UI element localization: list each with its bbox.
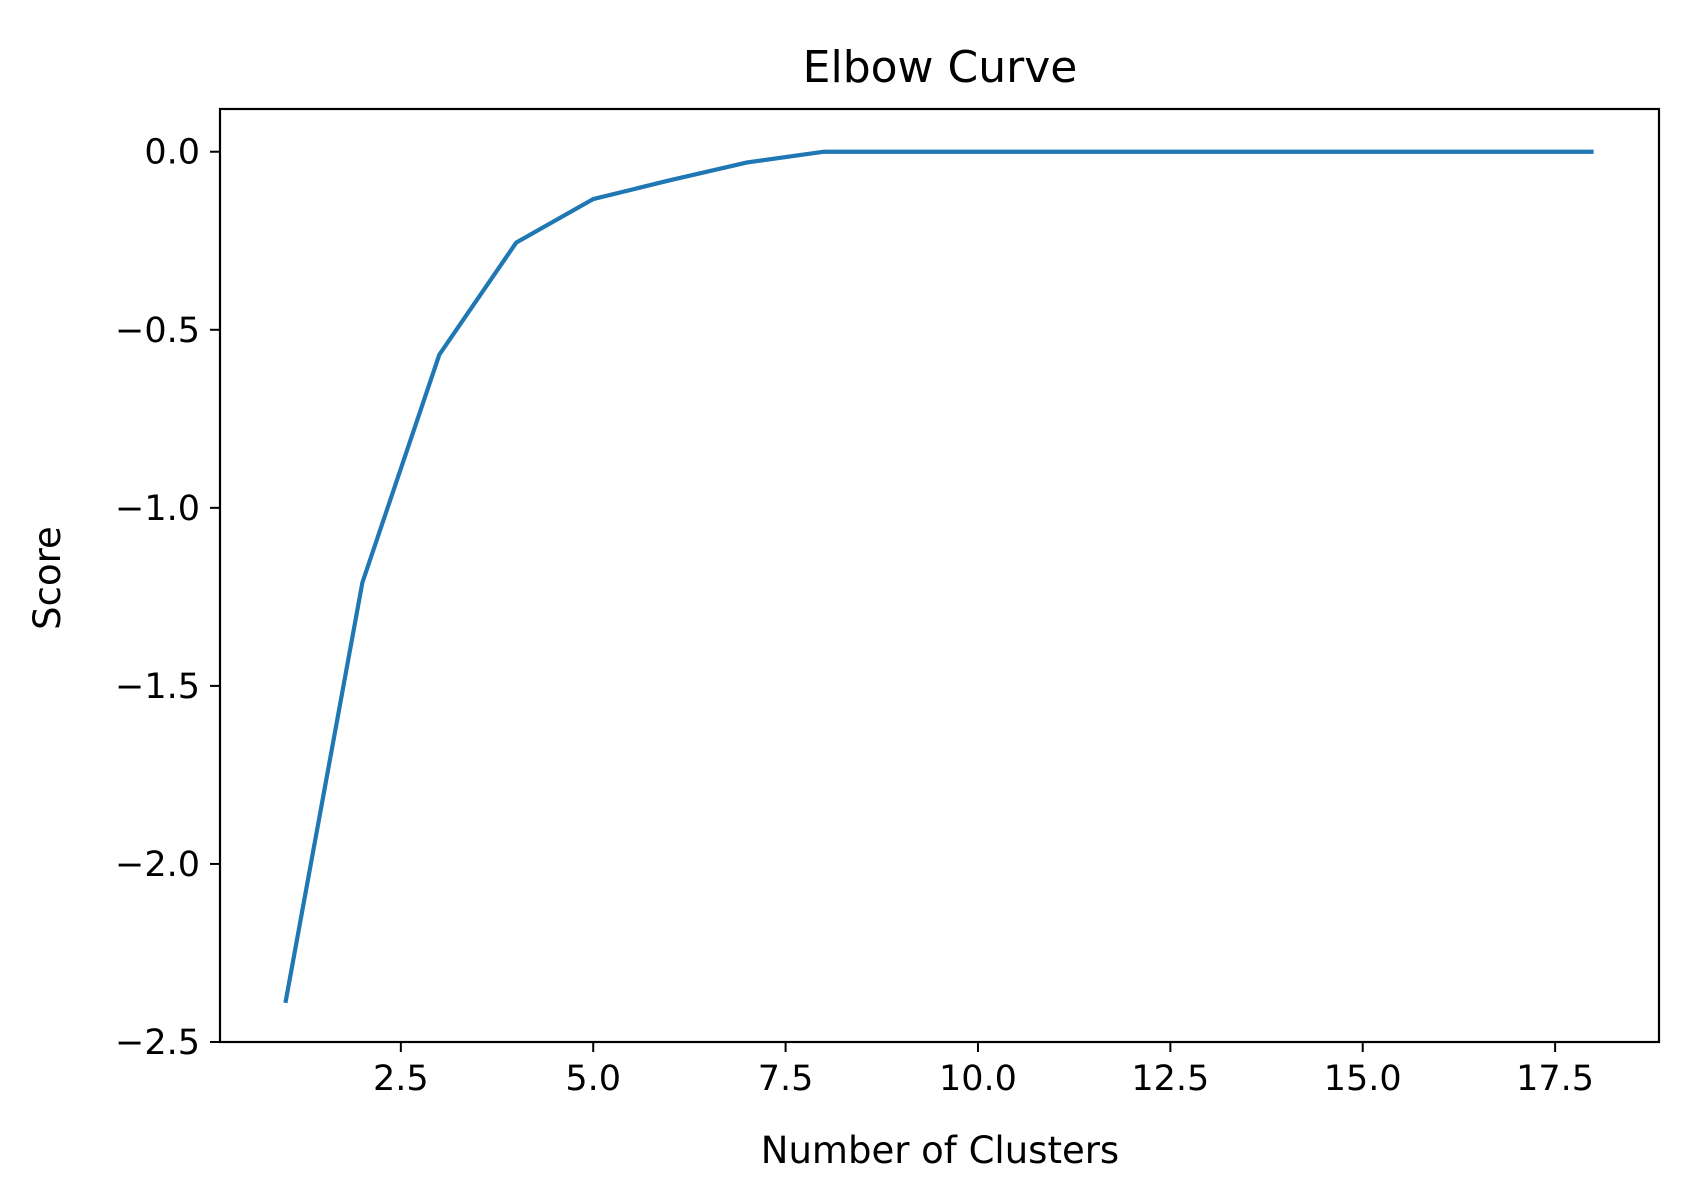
series-layer bbox=[283, 149, 1594, 1004]
x-tick-label: 17.5 bbox=[1516, 1059, 1594, 1099]
y-tick-label: −2.0 bbox=[115, 845, 200, 885]
x-axis-label: Number of Clusters bbox=[761, 1129, 1119, 1172]
x-tick-label: 5.0 bbox=[565, 1059, 621, 1099]
y-axis-ticks: 0.0 −0.5 −1.0 −1.5 −2.0 −2.5 bbox=[115, 133, 220, 1063]
x-tick-label: 12.5 bbox=[1131, 1059, 1209, 1099]
x-tick-label: 2.5 bbox=[373, 1059, 429, 1099]
y-tick-label: −0.5 bbox=[115, 311, 200, 351]
y-axis-label: Score bbox=[26, 526, 69, 630]
y-tick-label: −1.5 bbox=[115, 667, 200, 707]
x-axis-ticks: 2.5 5.0 7.5 10.0 12.5 15.0 17.5 bbox=[373, 1042, 1594, 1099]
series-line bbox=[283, 149, 1594, 1004]
x-tick-label: 7.5 bbox=[758, 1059, 814, 1099]
x-tick-label: 10.0 bbox=[939, 1059, 1017, 1099]
chart-title: Elbow Curve bbox=[803, 42, 1078, 93]
y-tick-label: −2.5 bbox=[115, 1023, 200, 1063]
axes-frame bbox=[218, 107, 1661, 1044]
y-tick-label: 0.0 bbox=[144, 133, 200, 173]
y-tick-label: −1.0 bbox=[115, 489, 200, 529]
x-tick-label: 15.0 bbox=[1324, 1059, 1402, 1099]
